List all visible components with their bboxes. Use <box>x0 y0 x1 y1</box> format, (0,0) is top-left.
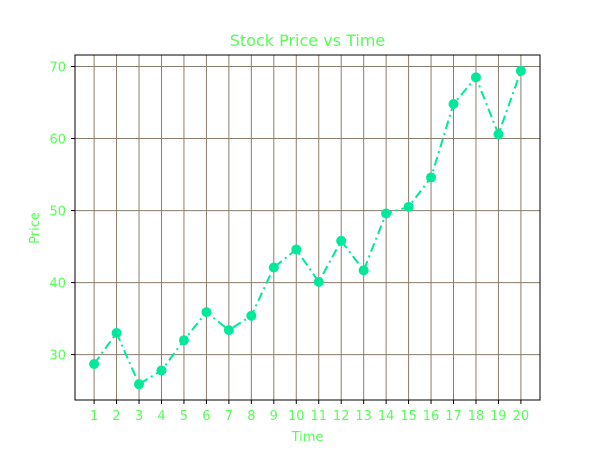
x-tick-label: 5 <box>180 409 188 424</box>
x-tick-label: 9 <box>270 409 278 424</box>
price-point <box>336 235 347 246</box>
price-point <box>291 244 302 255</box>
price-point <box>470 72 481 83</box>
price-point <box>493 129 504 140</box>
price-point <box>515 65 526 76</box>
price-point <box>134 379 145 390</box>
price-point <box>403 201 414 212</box>
y-tick-label: 60 <box>49 133 66 148</box>
x-tick-label: 14 <box>378 409 395 424</box>
y-tick-label: 70 <box>49 61 66 76</box>
price-point <box>156 365 167 376</box>
price-point <box>89 358 100 369</box>
y-tick-label: 30 <box>49 349 66 364</box>
chart-title: Stock Price vs Time <box>230 31 386 50</box>
x-tick-label: 10 <box>288 409 305 424</box>
plot-frame <box>74 54 541 401</box>
x-tick-label: 4 <box>157 409 165 424</box>
y-axis-label: Price <box>28 212 43 244</box>
x-tick-label: 19 <box>490 409 507 424</box>
price-point <box>313 276 324 287</box>
x-tick-label: 11 <box>310 409 327 424</box>
price-point <box>178 335 189 346</box>
x-tick-label: 18 <box>468 409 485 424</box>
price-point <box>201 307 212 318</box>
x-tick-label: 2 <box>112 409 120 424</box>
y-tick-label: 40 <box>49 277 66 292</box>
x-tick-label: 3 <box>135 409 143 424</box>
x-tick-label: 7 <box>225 409 233 424</box>
price-point <box>223 325 234 336</box>
series <box>89 65 526 390</box>
x-tick-label: 8 <box>247 409 255 424</box>
x-tick-label: 12 <box>333 409 350 424</box>
price-point <box>246 310 257 321</box>
price-point <box>268 262 279 273</box>
x-axis-label: Time <box>291 430 324 445</box>
x-tick-label: 20 <box>513 409 530 424</box>
price-point <box>381 208 392 219</box>
x-tick-label: 15 <box>400 409 417 424</box>
y-tick-label: 50 <box>49 205 66 220</box>
price-line <box>93 70 522 386</box>
price-point <box>358 265 369 276</box>
axis-ticks: 1 2 3 4 5 6 7 8 9 10 11 12 13 14 15 16 17 18 19 20304050607… <box>49 61 529 424</box>
price-point <box>448 98 459 109</box>
price-point <box>426 172 437 183</box>
x-tick-label: 16 <box>423 409 440 424</box>
x-tick-label: 6 <box>202 409 210 424</box>
x-tick-label: 17 <box>445 409 462 424</box>
grid <box>75 55 540 400</box>
x-tick-label: 1 <box>90 409 98 424</box>
price-point <box>111 328 122 339</box>
x-tick-label: 13 <box>355 409 372 424</box>
